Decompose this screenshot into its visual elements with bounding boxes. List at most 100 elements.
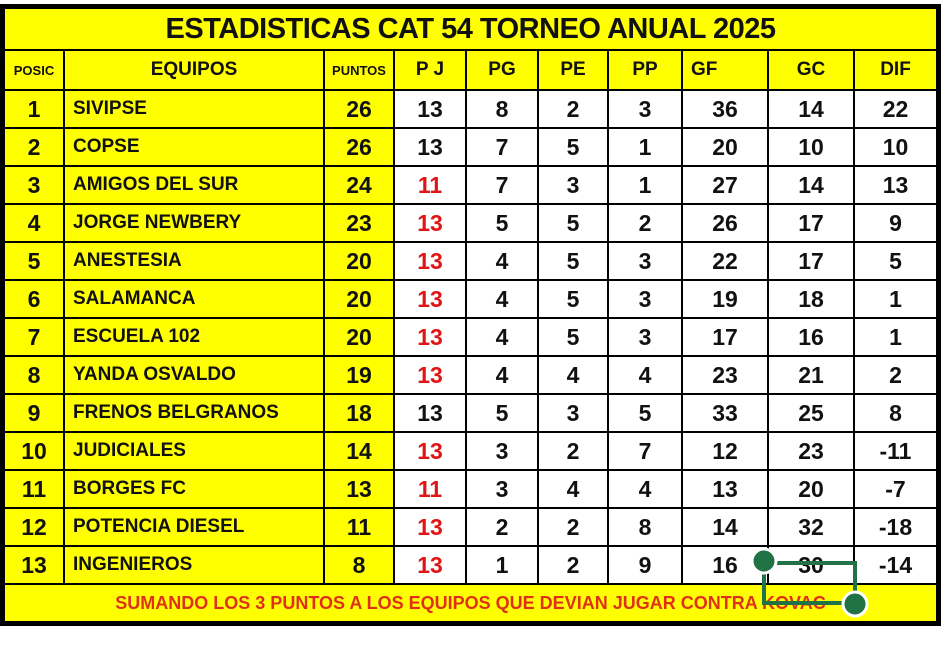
team-cell[interactable]: POTENCIA DIESEL (63, 507, 325, 547)
pg-cell[interactable]: 8 (465, 89, 539, 129)
pe-cell[interactable]: 4 (537, 355, 609, 395)
header-gf[interactable]: GF (681, 49, 769, 91)
position-cell[interactable]: 12 (3, 507, 65, 547)
gc-cell[interactable]: 21 (767, 355, 855, 395)
team-cell[interactable]: BORGES FC (63, 469, 325, 509)
pp-cell[interactable]: 3 (607, 241, 683, 281)
pe-cell[interactable]: 3 (537, 393, 609, 433)
pg-cell[interactable]: 7 (465, 127, 539, 167)
team-cell[interactable]: COPSE (63, 127, 325, 167)
gf-cell[interactable]: 19 (681, 279, 769, 319)
pg-cell[interactable]: 3 (465, 469, 539, 509)
pp-cell[interactable]: 3 (607, 89, 683, 129)
dif-cell[interactable]: 10 (853, 127, 938, 167)
gf-cell[interactable]: 22 (681, 241, 769, 281)
pj-cell[interactable]: 13 (393, 317, 467, 357)
team-cell[interactable]: ANESTESIA (63, 241, 325, 281)
pj-cell[interactable]: 13 (393, 203, 467, 243)
points-cell[interactable]: 20 (323, 317, 395, 357)
position-cell[interactable]: 7 (3, 317, 65, 357)
gf-cell[interactable]: 17 (681, 317, 769, 357)
position-cell[interactable]: 3 (3, 165, 65, 205)
dif-cell[interactable]: -14 (853, 545, 938, 585)
position-cell[interactable]: 10 (3, 431, 65, 471)
gc-cell[interactable]: 25 (767, 393, 855, 433)
gc-cell[interactable]: 30 (767, 545, 855, 585)
gf-cell[interactable]: 20 (681, 127, 769, 167)
points-cell[interactable]: 24 (323, 165, 395, 205)
pp-cell[interactable]: 5 (607, 393, 683, 433)
pg-cell[interactable]: 4 (465, 279, 539, 319)
position-cell[interactable]: 5 (3, 241, 65, 281)
pp-cell[interactable]: 7 (607, 431, 683, 471)
footer-note[interactable]: SUMANDO LOS 3 PUNTOS A LOS EQUIPOS QUE D… (3, 583, 938, 623)
header-equipos[interactable]: EQUIPOS (63, 49, 325, 91)
pe-cell[interactable]: 3 (537, 165, 609, 205)
pg-cell[interactable]: 4 (465, 355, 539, 395)
header-pe[interactable]: PE (537, 49, 609, 91)
pg-cell[interactable]: 4 (465, 241, 539, 281)
gf-cell[interactable]: 16 (681, 545, 769, 585)
pe-cell[interactable]: 5 (537, 317, 609, 357)
table-title[interactable]: ESTADISTICAS CAT 54 TORNEO ANUAL 2025 (3, 7, 938, 51)
position-cell[interactable]: 6 (3, 279, 65, 319)
pe-cell[interactable]: 4 (537, 469, 609, 509)
pp-cell[interactable]: 3 (607, 279, 683, 319)
pj-cell[interactable]: 13 (393, 127, 467, 167)
dif-cell[interactable]: 13 (853, 165, 938, 205)
header-posic[interactable]: POSIC (3, 49, 65, 91)
pj-cell[interactable]: 13 (393, 89, 467, 129)
gc-cell[interactable]: 14 (767, 165, 855, 205)
gc-cell[interactable]: 17 (767, 241, 855, 281)
position-cell[interactable]: 2 (3, 127, 65, 167)
pj-cell[interactable]: 13 (393, 393, 467, 433)
header-pg[interactable]: PG (465, 49, 539, 91)
dif-cell[interactable]: 8 (853, 393, 938, 433)
gf-cell[interactable]: 36 (681, 89, 769, 129)
pp-cell[interactable]: 1 (607, 165, 683, 205)
position-cell[interactable]: 13 (3, 545, 65, 585)
pg-cell[interactable]: 5 (465, 393, 539, 433)
points-cell[interactable]: 11 (323, 507, 395, 547)
pp-cell[interactable]: 9 (607, 545, 683, 585)
pp-cell[interactable]: 4 (607, 469, 683, 509)
pj-cell[interactable]: 13 (393, 355, 467, 395)
pg-cell[interactable]: 2 (465, 507, 539, 547)
pe-cell[interactable]: 2 (537, 89, 609, 129)
points-cell[interactable]: 26 (323, 89, 395, 129)
dif-cell[interactable]: -11 (853, 431, 938, 471)
gc-cell[interactable]: 18 (767, 279, 855, 319)
gc-cell[interactable]: 16 (767, 317, 855, 357)
pj-cell[interactable]: 13 (393, 431, 467, 471)
team-cell[interactable]: SIVIPSE (63, 89, 325, 129)
points-cell[interactable]: 14 (323, 431, 395, 471)
position-cell[interactable]: 1 (3, 89, 65, 129)
position-cell[interactable]: 8 (3, 355, 65, 395)
gf-cell[interactable]: 27 (681, 165, 769, 205)
pj-cell[interactable]: 13 (393, 507, 467, 547)
position-cell[interactable]: 11 (3, 469, 65, 509)
pe-cell[interactable]: 5 (537, 203, 609, 243)
pe-cell[interactable]: 2 (537, 431, 609, 471)
pj-cell[interactable]: 11 (393, 165, 467, 205)
pg-cell[interactable]: 3 (465, 431, 539, 471)
points-cell[interactable]: 13 (323, 469, 395, 509)
pe-cell[interactable]: 5 (537, 241, 609, 281)
gf-cell[interactable]: 33 (681, 393, 769, 433)
dif-cell[interactable]: 5 (853, 241, 938, 281)
header-dif[interactable]: DIF (853, 49, 938, 91)
pe-cell[interactable]: 5 (537, 127, 609, 167)
team-cell[interactable]: JUDICIALES (63, 431, 325, 471)
pp-cell[interactable]: 1 (607, 127, 683, 167)
team-cell[interactable]: INGENIEROS (63, 545, 325, 585)
gf-cell[interactable]: 13 (681, 469, 769, 509)
header-pp[interactable]: PP (607, 49, 683, 91)
gf-cell[interactable]: 12 (681, 431, 769, 471)
pg-cell[interactable]: 5 (465, 203, 539, 243)
pe-cell[interactable]: 5 (537, 279, 609, 319)
gc-cell[interactable]: 32 (767, 507, 855, 547)
gc-cell[interactable]: 23 (767, 431, 855, 471)
pg-cell[interactable]: 4 (465, 317, 539, 357)
points-cell[interactable]: 23 (323, 203, 395, 243)
points-cell[interactable]: 26 (323, 127, 395, 167)
